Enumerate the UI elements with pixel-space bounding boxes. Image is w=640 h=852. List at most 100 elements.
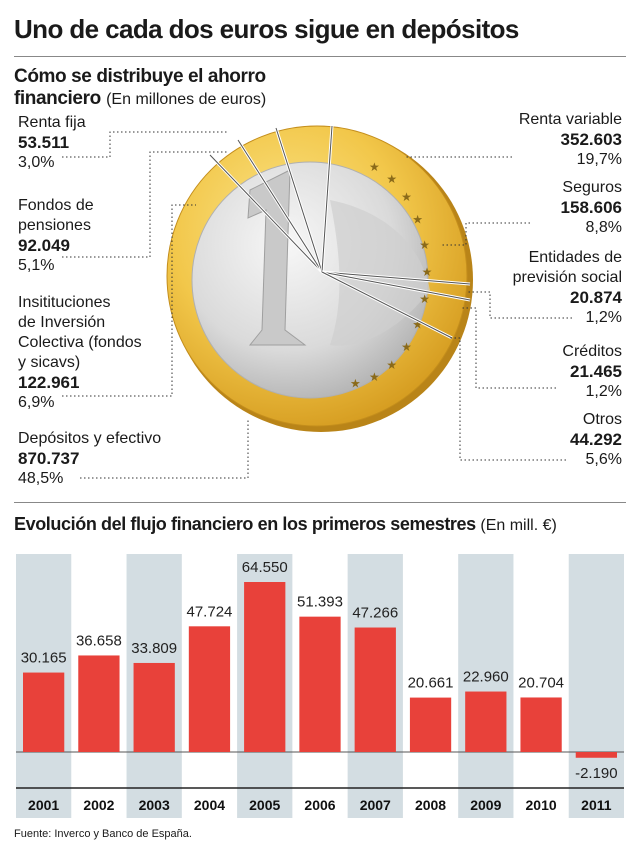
pie-slice-lines	[208, 125, 471, 340]
slice-name-line: Fondos de	[18, 197, 94, 214]
slice-label-creditos: Créditos 21.465 1,2%	[562, 342, 622, 402]
leader-line	[62, 131, 228, 158]
bar-value-label: 30.165	[21, 650, 67, 667]
coin-star-icon: ★	[422, 265, 433, 279]
leader-line	[440, 222, 530, 246]
leader-line	[62, 151, 228, 258]
bar-section-title-bold: Evolución del flujo financiero en los pr…	[14, 514, 476, 534]
slice-value: 92.049	[18, 236, 70, 255]
slice-label-seguros: Seguros 158.606 8,8%	[561, 178, 622, 238]
bar-value-label: 47.266	[352, 605, 398, 622]
slice-label-renta-fija: Renta fija 53.511 3,0%	[18, 113, 86, 173]
bars	[23, 582, 617, 758]
bar-value-label: 64.550	[242, 559, 288, 576]
bar-value-label: 22.960	[463, 669, 509, 686]
pie-slice-boundary-stroke	[209, 154, 323, 273]
year-tick-label: 2010	[526, 797, 557, 813]
coin-star-icon: ★	[401, 340, 412, 354]
year-bands	[16, 554, 624, 818]
year-tick-label: 2001	[28, 797, 59, 813]
slice-value: 53.511	[18, 133, 70, 152]
bar-value-label: 51.393	[297, 594, 343, 611]
bar-section-title: Evolución del flujo financiero en los pr…	[14, 514, 557, 535]
coin-star-icon: ★	[401, 190, 412, 204]
slice-name-line: Entidades de	[528, 249, 622, 266]
slice-label-renta-variable: Renta variable 352.603 19,7%	[519, 110, 622, 170]
slice-label-fondos-pensiones: Fondos de pensiones 92.049 5,1%	[18, 196, 94, 276]
slice-percent: 3,0%	[18, 154, 55, 171]
slice-percent: 6,9%	[18, 394, 55, 411]
bar	[465, 691, 507, 752]
bar-value-label: 36.658	[76, 632, 122, 649]
year-tick-label: 2008	[415, 797, 446, 813]
coin-stars: ★★★★★★★★★★★★	[350, 160, 432, 391]
bar-value-labels: 30.165 36.658 33.809 47.724 64.550 51.393 47.2…	[21, 559, 618, 782]
slice-name-line: y sicavs)	[18, 354, 81, 371]
year-tick-label: 2003	[139, 797, 170, 813]
bar-value-label: -2.190	[575, 765, 618, 782]
coin-star-icon: ★	[419, 238, 430, 252]
slice-value: 122.961	[18, 373, 80, 392]
slice-label-otros: Otros 44.292 5,6%	[570, 410, 622, 470]
slice-label-prevision-social: Entidades de previsión social 20.874 1,2…	[513, 248, 622, 328]
slice-name: Depósitos y efectivo	[18, 430, 162, 447]
coin-star-icon: ★	[369, 160, 380, 174]
coin-star-icon: ★	[386, 358, 397, 372]
slice-value: 21.465	[570, 362, 622, 381]
pie-slice-boundary-stroke	[321, 125, 333, 273]
bar	[575, 752, 617, 758]
pie-slice-boundary-stroke	[321, 271, 453, 339]
year-tick-label: 2002	[83, 797, 114, 813]
coin-star-icon: ★	[419, 292, 430, 306]
year-tick-label: 2006	[304, 797, 335, 813]
bar	[409, 697, 452, 752]
slice-label-depositos: Depósitos y efectivo 870.737 48,5%	[18, 429, 161, 489]
slice-value: 158.606	[560, 198, 622, 217]
year-tick-label: 2009	[470, 797, 501, 813]
slice-value: 352.603	[560, 130, 622, 149]
pie-section-units: (En millones de euros)	[106, 91, 267, 108]
slice-percent: 1,2%	[585, 309, 622, 326]
section-divider	[14, 502, 626, 503]
bar	[244, 582, 286, 752]
bar-value-label: 33.809	[131, 640, 177, 657]
slice-percent: 8,8%	[585, 219, 622, 236]
year-band	[568, 554, 624, 818]
pie-slice-boundary-stroke	[237, 139, 323, 273]
year-band	[458, 554, 514, 818]
bar-value-label: 20.704	[518, 674, 564, 691]
slice-percent: 48,5%	[18, 470, 64, 487]
slice-value: 44.292	[570, 430, 622, 449]
year-tick-label: 2011	[581, 797, 612, 813]
pie-section-title-bold: financiero	[14, 88, 101, 109]
slice-name: Renta variable	[518, 111, 622, 128]
coin-numeral-one	[247, 169, 307, 346]
slice-percent: 19,7%	[576, 151, 622, 168]
slice-name: Otros	[582, 411, 622, 428]
leader-line	[468, 291, 572, 319]
pie-slice-boundary-stroke	[275, 127, 323, 273]
slice-name-line: Colectiva (fondos	[18, 334, 142, 351]
slice-value: 870.737	[18, 449, 80, 468]
slice-name-line: previsión social	[512, 269, 622, 286]
coin-pie-chart: ★★★★★★★★★★★★	[62, 125, 572, 479]
bar	[78, 655, 120, 752]
year-tick-labels: 2001 2002 2003 2004 2005 2006 2007 2008 2009 2010…	[28, 797, 612, 813]
pie-slice-boundary-stroke	[321, 271, 471, 301]
slice-name-line: de Inversión	[18, 314, 106, 331]
slice-label-instituciones: Insitituciones de Inversión Colectiva (f…	[18, 293, 142, 413]
source-note: Fuente: Inverco y Banco de España.	[14, 828, 192, 840]
bar	[299, 616, 341, 752]
leader-line	[62, 204, 196, 397]
bar	[354, 627, 396, 752]
bar	[133, 662, 175, 752]
slice-name-line: Insitituciones	[18, 294, 111, 311]
coin-europe-map	[330, 200, 430, 346]
pie-section-title-line2: financiero (En millones de euros)	[14, 88, 266, 110]
slice-value: 20.874	[570, 288, 622, 307]
coin-star-icon: ★	[350, 376, 361, 390]
slice-percent: 5,6%	[585, 451, 622, 468]
year-tick-label: 2005	[249, 797, 280, 813]
coin	[166, 125, 473, 432]
